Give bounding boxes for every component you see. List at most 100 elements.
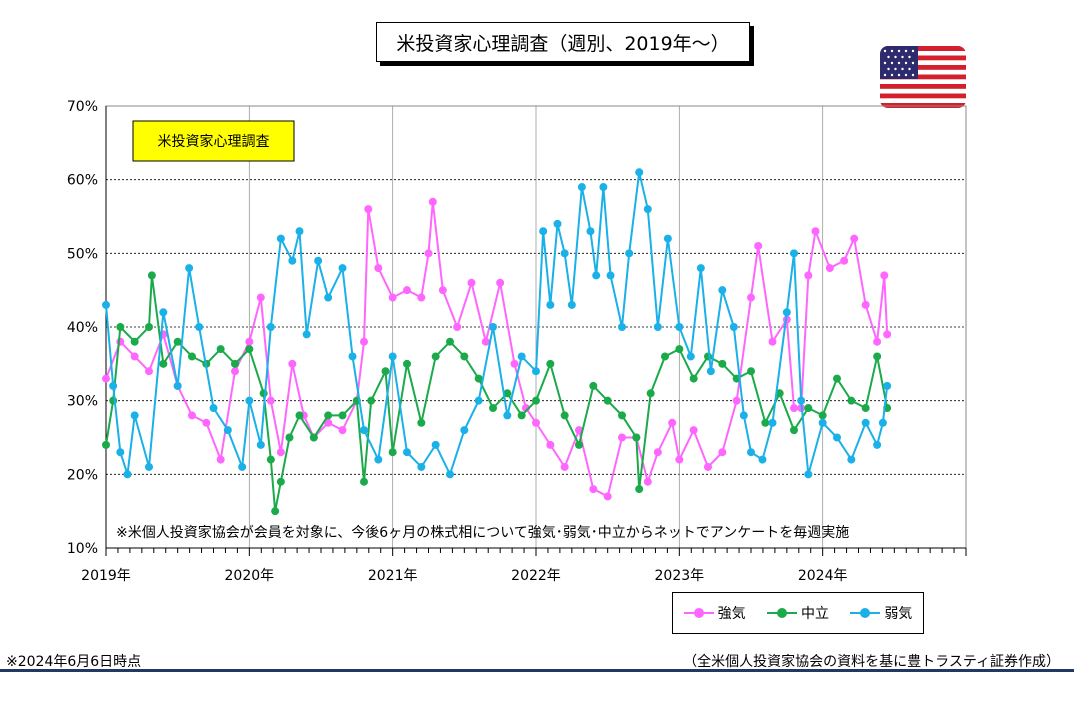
data-point xyxy=(259,389,268,398)
data-point xyxy=(532,396,540,405)
y-tick-label: 10% xyxy=(67,541,98,557)
data-point xyxy=(618,323,626,331)
data-point xyxy=(474,374,483,383)
axis-labels: 10% 20% 30% 40% 50% 60% 70% 2019年 2020年 2021年 2022… xyxy=(67,99,848,584)
data-point xyxy=(123,470,132,479)
data-point xyxy=(718,448,727,457)
data-point xyxy=(496,278,505,287)
data-point xyxy=(302,330,311,339)
legend-label: 中立 xyxy=(800,606,829,622)
date-note: ※2024年6月6日時点 xyxy=(6,654,142,670)
data-point xyxy=(804,271,813,280)
data-point xyxy=(768,418,777,427)
data-point xyxy=(833,433,841,442)
x-tick-label: 2019年 xyxy=(81,568,131,584)
data-point xyxy=(245,396,254,405)
data-point xyxy=(560,462,569,471)
data-point xyxy=(367,396,376,405)
data-point xyxy=(603,396,612,405)
data-point xyxy=(266,396,275,405)
data-point xyxy=(618,433,626,442)
data-point xyxy=(811,227,820,236)
data-point xyxy=(503,389,512,398)
data-point xyxy=(663,234,672,243)
data-point xyxy=(517,352,526,361)
data-point xyxy=(635,168,644,177)
data-point xyxy=(295,411,304,420)
data-point xyxy=(761,418,770,427)
data-point xyxy=(575,440,583,449)
data-point xyxy=(195,323,204,331)
data-point xyxy=(635,485,644,494)
data-point xyxy=(453,323,462,331)
data-point xyxy=(309,433,318,442)
data-point xyxy=(689,426,698,435)
data-point xyxy=(209,404,218,413)
data-point xyxy=(618,411,626,420)
data-point xyxy=(276,234,285,243)
data-point xyxy=(185,264,194,273)
data-point xyxy=(668,418,677,427)
data-point xyxy=(338,264,347,273)
y-tick-label: 70% xyxy=(67,99,98,115)
data-point xyxy=(188,411,196,420)
legend-label: 弱気 xyxy=(884,606,913,622)
data-point xyxy=(625,249,634,258)
data-point xyxy=(517,411,526,420)
data-point xyxy=(532,418,540,427)
chart-annotation: ※米個人投資家協会が会員を対象に、今後6ヶ月の株式相について強気･弱気･中立から… xyxy=(116,524,849,541)
chart-legend: 強気 中立 弱気 xyxy=(672,592,924,634)
data-point xyxy=(256,293,265,302)
data-point xyxy=(489,404,497,413)
data-point xyxy=(592,271,601,280)
label-box xyxy=(132,120,295,162)
data-point xyxy=(847,396,856,405)
x-tick-label: 2023年 xyxy=(655,568,705,584)
data-point xyxy=(324,411,333,420)
data-point xyxy=(790,404,798,413)
axes xyxy=(105,105,967,556)
data-point xyxy=(632,433,641,442)
data-point xyxy=(732,396,741,405)
data-point xyxy=(116,337,125,346)
data-point xyxy=(374,455,383,464)
data-point xyxy=(467,278,476,287)
data-point xyxy=(599,183,608,192)
data-point xyxy=(145,367,153,376)
data-point xyxy=(539,227,548,236)
data-point xyxy=(403,448,411,457)
data-point xyxy=(173,337,182,346)
data-point xyxy=(510,359,519,368)
data-point xyxy=(586,227,595,236)
legend-marker xyxy=(850,607,881,619)
data-point xyxy=(338,426,347,435)
data-point xyxy=(159,308,168,317)
data-point xyxy=(696,264,705,273)
data-point xyxy=(381,367,390,376)
label-box-text: 米投資家心理調査 xyxy=(158,133,270,150)
data-point xyxy=(431,440,440,449)
data-point xyxy=(424,249,433,258)
data-point xyxy=(238,462,247,471)
legend-item: 中立 xyxy=(766,603,829,623)
data-point xyxy=(873,352,882,361)
data-point xyxy=(256,440,265,449)
data-point xyxy=(840,256,849,265)
legend-item: 弱気 xyxy=(850,603,912,623)
data-point xyxy=(446,337,454,346)
data-point xyxy=(295,227,304,236)
data-point xyxy=(245,337,254,346)
data-point xyxy=(861,300,870,309)
footer-bar xyxy=(0,669,1074,672)
data-point xyxy=(567,300,576,309)
data-point xyxy=(790,426,798,435)
data-point xyxy=(102,300,110,309)
data-point xyxy=(288,359,297,368)
data-point xyxy=(883,330,892,339)
data-point xyxy=(159,359,168,368)
data-point xyxy=(661,352,669,361)
data-point xyxy=(417,293,426,302)
data-point xyxy=(388,293,397,302)
data-point xyxy=(360,426,368,435)
